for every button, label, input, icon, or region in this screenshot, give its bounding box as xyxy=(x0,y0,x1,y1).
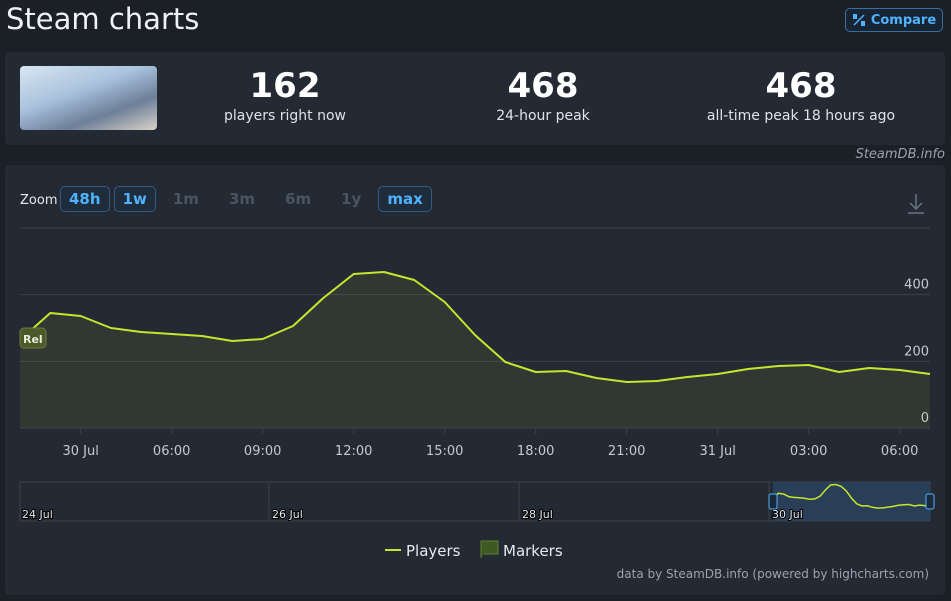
stat-label: 24-hour peak xyxy=(496,108,590,124)
y-tick-label: 0 xyxy=(921,411,929,426)
x-tick-label: 09:00 xyxy=(244,444,281,459)
navigator-label: 26 Jul xyxy=(272,508,303,521)
stat: 162 players right now xyxy=(155,66,415,124)
stats-panel: 162 players right now 468 24-hour peak 468… xyxy=(5,52,945,145)
source-link[interactable]: SteamDB.info xyxy=(855,147,945,162)
navigator-selection xyxy=(773,482,930,521)
stat-value: 162 xyxy=(249,66,321,106)
zoom-label: Zoom xyxy=(20,193,58,208)
x-tick-label: 12:00 xyxy=(335,444,372,459)
game-thumbnail[interactable] xyxy=(20,66,157,130)
zoom-button[interactable]: 1w xyxy=(113,186,156,212)
navigator-handle[interactable] xyxy=(768,493,778,510)
zoom-button[interactable]: 48h xyxy=(60,186,110,212)
y-tick-label: 400 xyxy=(904,278,929,293)
page-title: Steam charts xyxy=(6,2,200,36)
zoom-button: 1m xyxy=(172,190,199,208)
event-flag[interactable]: Rel xyxy=(19,327,47,349)
stat-label: players right now xyxy=(224,108,346,124)
x-tick-label: 30 Jul xyxy=(62,444,98,459)
legend-label: Players xyxy=(406,542,461,560)
download-icon[interactable] xyxy=(908,194,924,214)
zoom-buttons: 48h 1w 1m 3m 6m 1y max xyxy=(60,186,432,212)
navigator-handle[interactable] xyxy=(925,493,935,510)
zoom-button: 6m xyxy=(285,190,312,208)
legend-flag xyxy=(480,540,499,558)
x-tick-label: 31 Jul xyxy=(699,444,735,459)
zoom-button: 1y xyxy=(341,190,362,208)
zoom-button[interactable]: max xyxy=(378,186,432,212)
navigator-label: 30 Jul xyxy=(772,508,803,521)
x-tick-label: 06:00 xyxy=(881,444,918,459)
x-tick-label: 06:00 xyxy=(153,444,190,459)
x-tick-label: 15:00 xyxy=(426,444,463,459)
legend-item[interactable]: Markers xyxy=(480,540,563,560)
stat-label: all-time peak 18 hours ago xyxy=(706,108,896,124)
stat-value: 468 xyxy=(765,66,837,106)
navigator-label: 28 Jul xyxy=(522,508,553,521)
credits: data by SteamDB.info (powered by highcha… xyxy=(617,567,929,581)
compare-button[interactable]: Compare xyxy=(845,8,943,32)
series-area xyxy=(20,272,930,428)
flag-box xyxy=(19,327,47,349)
y-tick-label: 200 xyxy=(904,344,929,359)
stat: 468 all-time peak 18 hours ago xyxy=(671,66,931,124)
flag-label: Rel xyxy=(23,333,43,346)
zoom-button: 3m xyxy=(228,190,256,208)
series-line xyxy=(19,271,931,383)
legend-label: Markers xyxy=(503,542,563,560)
x-tick-label: 03:00 xyxy=(790,444,827,459)
x-tick-label: 21:00 xyxy=(608,444,645,459)
chart-panel xyxy=(5,165,945,595)
navigator-label: 24 Jul xyxy=(22,508,53,521)
legend-item[interactable]: Players xyxy=(385,542,461,560)
navigator-line xyxy=(772,483,931,509)
compare-icon xyxy=(852,14,865,26)
stat: 468 24-hour peak xyxy=(413,66,673,124)
compare-label: Compare xyxy=(870,12,937,28)
stat-value: 468 xyxy=(507,66,579,106)
x-tick-label: 18:00 xyxy=(517,444,554,459)
